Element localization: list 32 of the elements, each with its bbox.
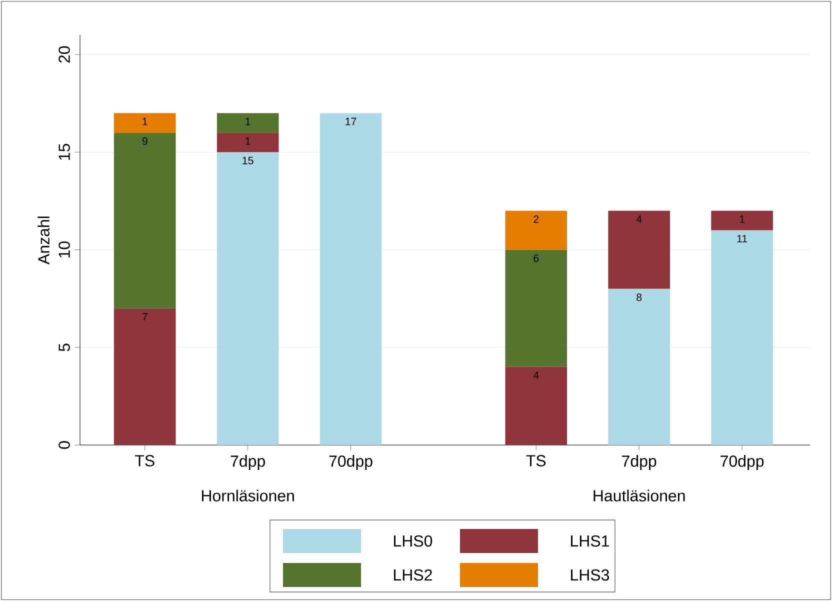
data-label: 8 bbox=[636, 294, 642, 302]
text: Hautläsionen bbox=[594, 490, 685, 502]
data-label: 2 bbox=[534, 215, 539, 223]
x-tick-label: 7dpp bbox=[230, 455, 265, 470]
y-tick-label: 0 bbox=[58, 441, 70, 449]
text: Hornläsionen bbox=[202, 490, 294, 502]
data-label: 1 bbox=[142, 118, 148, 126]
y-tick-label: 10 bbox=[58, 241, 70, 258]
y-tick-label: 15 bbox=[58, 144, 70, 160]
data-label: 17 bbox=[346, 118, 356, 126]
legend-label: LHS2 bbox=[394, 569, 432, 581]
data-label: 7 bbox=[142, 313, 148, 320]
data-label: 1 bbox=[740, 215, 745, 223]
x-tick-label: 70dpp bbox=[720, 455, 764, 470]
data-label: 6 bbox=[534, 254, 539, 262]
y-axis-title: Anzahl bbox=[38, 216, 50, 264]
y-tick-label: 20 bbox=[58, 46, 70, 63]
data-label: 4 bbox=[533, 372, 539, 379]
x-tick-label: TS bbox=[526, 455, 546, 466]
data-label: 11 bbox=[737, 234, 748, 242]
x-tick-label: TS bbox=[135, 455, 154, 466]
x-tick-label: 70dpp bbox=[329, 455, 372, 470]
data-label: 9 bbox=[142, 137, 148, 145]
data-label: 4 bbox=[636, 215, 642, 223]
y-tick-label: 5 bbox=[58, 344, 70, 352]
x-tick-label: 7dpp bbox=[622, 455, 656, 470]
legend-label: LHS3 bbox=[571, 569, 610, 581]
legend-label: LHS1 bbox=[571, 535, 609, 547]
data-label: 15 bbox=[242, 156, 254, 164]
legend-label: LHS0 bbox=[394, 535, 432, 547]
data-label: 1 bbox=[246, 137, 250, 145]
data-label: 1 bbox=[246, 118, 250, 126]
